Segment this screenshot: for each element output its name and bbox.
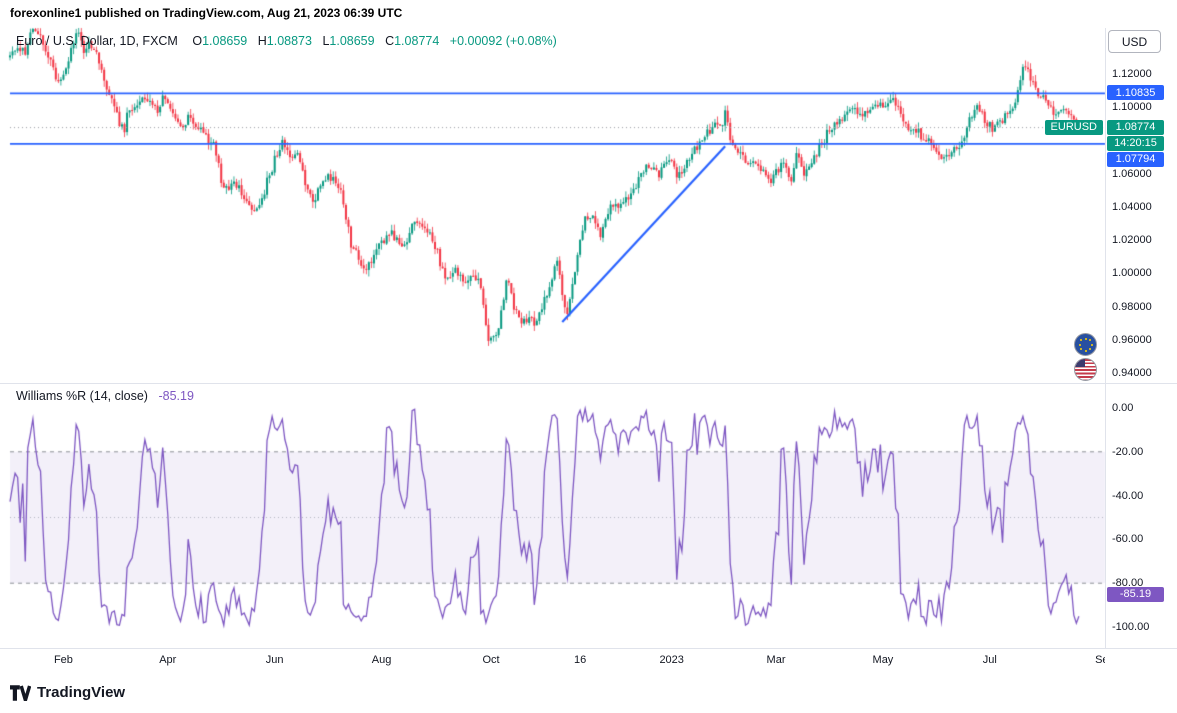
wpr-tick: -20.00 <box>1112 445 1144 458</box>
eur-flag-icon <box>1074 333 1097 356</box>
time-axis-separator <box>0 648 1177 649</box>
price-tick: 1.02000 <box>1112 234 1152 247</box>
close-value: 1.08774 <box>394 34 440 48</box>
wpr-legend[interactable]: Williams %R (14, close) -85.19 <box>16 389 194 403</box>
price-tick: 0.94000 <box>1112 366 1152 379</box>
high-label: H <box>257 34 267 48</box>
wpr-title[interactable]: Williams %R (14, close) <box>16 389 148 403</box>
low-value: 1.08659 <box>329 34 375 48</box>
time-tick: Mar <box>766 654 786 666</box>
time-tick: Feb <box>53 654 73 666</box>
published-text: forexonline1 published on TradingView.co… <box>10 6 403 20</box>
open-value: 1.08659 <box>202 34 248 48</box>
price-tick: 0.98000 <box>1112 300 1152 313</box>
time-tick: Jul <box>982 654 997 666</box>
time-tick: Apr <box>159 654 177 666</box>
price-tick: 1.04000 <box>1112 200 1152 213</box>
time-tick: May <box>872 654 894 666</box>
tradingview-logo-text[interactable]: TradingView <box>37 684 126 701</box>
usd-flag-icon <box>1074 358 1097 381</box>
wpr-value: -85.19 <box>158 389 194 403</box>
close-label: C <box>385 34 395 48</box>
price-tick: 0.96000 <box>1112 333 1152 346</box>
wpr-tick: 0.00 <box>1112 402 1134 414</box>
symbol-tag-label: EURUSD <box>1044 119 1103 135</box>
price-tick: 1.00000 <box>1112 267 1152 280</box>
low-label: L <box>322 34 330 48</box>
countdown-label: 14:20:15 <box>1107 135 1164 151</box>
price-tick: 1.12000 <box>1112 68 1152 80</box>
symbol-title[interactable]: Euro / U.S. Dollar, 1D, FXCM <box>16 34 178 48</box>
us-flag-canton <box>1075 359 1085 367</box>
wpr-tick: -80.00 <box>1112 577 1144 590</box>
price-axis-separator <box>1105 28 1106 648</box>
open-label: O <box>192 34 203 48</box>
price-axis[interactable]: 1.12000 1.10000 1.06000 1.04000 1.02000 1.000… <box>1105 28 1177 383</box>
time-tick: Oct <box>482 654 500 666</box>
last-price-label: 1.08774 <box>1107 119 1164 135</box>
tradingview-logo-icon[interactable] <box>10 684 31 701</box>
wpr-indicator-axis[interactable]: 0.00 -20.00 -40.00 -60.00 -80.00 -100.00 <box>1105 384 1177 648</box>
price-tick: 1.06000 <box>1112 167 1152 180</box>
pane-separator[interactable] <box>0 383 1177 384</box>
time-axis[interactable]: Feb Apr Jun Aug Oct 16 2023 Mar May Jul Se <box>0 654 1105 674</box>
published-bar: forexonline1 published on TradingView.co… <box>10 6 402 20</box>
support-level-label[interactable]: 1.07794 <box>1107 151 1164 167</box>
wpr-tick: -60.00 <box>1112 533 1144 546</box>
high-value: 1.08873 <box>266 34 312 48</box>
change-value: +0.00092 (+0.08%) <box>449 34 557 48</box>
time-tick: Aug <box>371 654 392 666</box>
time-tick: 2023 <box>659 654 684 666</box>
time-tick: 16 <box>573 654 587 666</box>
wpr-tick: -100.00 <box>1112 621 1150 633</box>
time-tick: Se <box>1095 654 1105 666</box>
resistance-level-label[interactable]: 1.10835 <box>1107 85 1164 101</box>
wpr-tick: -40.00 <box>1112 489 1144 502</box>
main-chart-legend[interactable]: Euro / U.S. Dollar, 1D, FXCM O1.08659 H1… <box>16 34 557 48</box>
price-tick: 1.10000 <box>1112 101 1152 114</box>
footer: TradingView <box>10 684 125 701</box>
wpr-current-value-label: -85.19 <box>1107 586 1164 602</box>
time-tick: Jun <box>265 654 284 666</box>
currency-unit-button[interactable]: USD <box>1108 30 1161 53</box>
